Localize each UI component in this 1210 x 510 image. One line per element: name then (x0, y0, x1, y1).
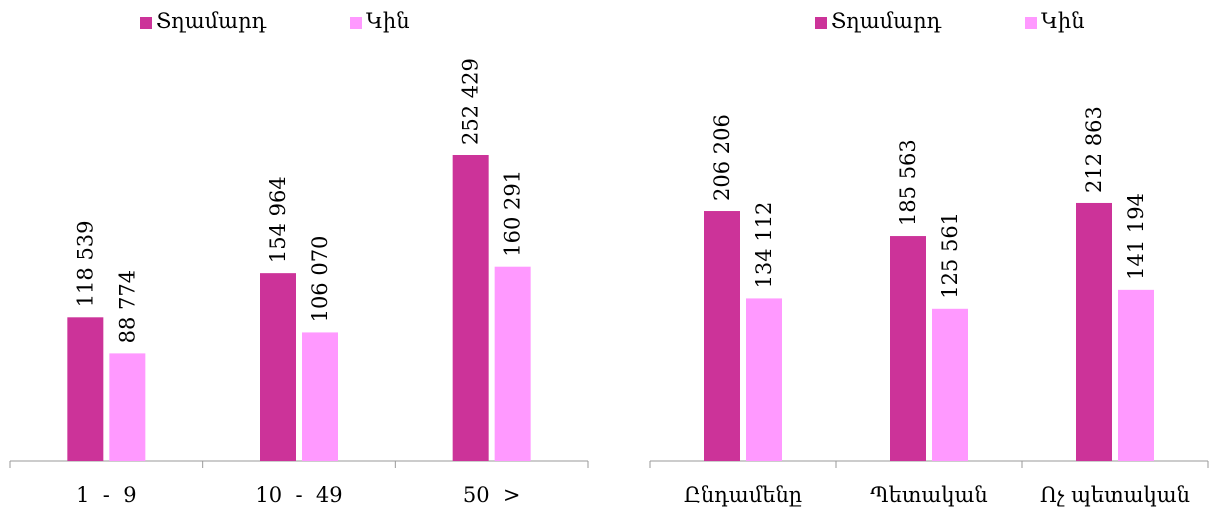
category-label: 10 - 49 (255, 483, 342, 507)
data-label: 212 863 (1082, 106, 1106, 193)
category-label: 1 - 9 (76, 483, 137, 507)
bar (1076, 202, 1112, 462)
bar (260, 273, 296, 461)
bar (109, 353, 146, 461)
category-label: Ոչ պետական (1040, 483, 1190, 507)
data-label: 185 563 (896, 139, 920, 226)
legend-item: Կին (350, 9, 410, 33)
bar (302, 332, 338, 461)
bar (1118, 289, 1154, 461)
bar (746, 298, 782, 461)
category-label: 50 > (463, 483, 521, 507)
legend-swatch (140, 17, 152, 29)
data-label: 118 539 (73, 220, 97, 307)
legend-swatch (815, 17, 827, 29)
chart-2: Տղամարդ Կին Ընդամենը 206 206 134 112 Պետական 1… (649, 9, 1209, 507)
legend-swatch (1025, 17, 1037, 29)
bar (494, 266, 531, 461)
legend-label: Տղամարդ (156, 9, 267, 33)
category-label: Պետական (870, 483, 987, 507)
data-label: 206 206 (710, 114, 734, 201)
data-label: 252 429 (459, 58, 483, 145)
legend-label: Կին (366, 9, 410, 33)
data-label: 106 070 (308, 236, 332, 323)
legend-label: Կին (1041, 9, 1085, 33)
legend-item: Կին (1025, 9, 1085, 33)
data-label: 88 774 (115, 270, 139, 343)
legend-item: Տղամարդ (815, 9, 942, 33)
data-label: 125 561 (938, 212, 962, 299)
bar (932, 308, 968, 461)
data-label: 160 291 (501, 170, 525, 257)
legend-swatch (350, 17, 362, 29)
data-label: 134 112 (752, 202, 776, 289)
legend-label: Տղամարդ (831, 9, 942, 33)
data-label: 141 194 (1124, 193, 1148, 280)
data-label: 154 964 (266, 176, 290, 263)
legend-item: Տղամարդ (140, 9, 267, 33)
bar (452, 155, 489, 461)
bar (704, 211, 740, 461)
bar (67, 317, 104, 461)
bar (890, 236, 926, 461)
chart-1: Տղամարդ Կին 1 - 9 118 539 88 774 10 - 49 154 9… (9, 9, 589, 507)
category-label: Ընդամենը (684, 483, 802, 507)
